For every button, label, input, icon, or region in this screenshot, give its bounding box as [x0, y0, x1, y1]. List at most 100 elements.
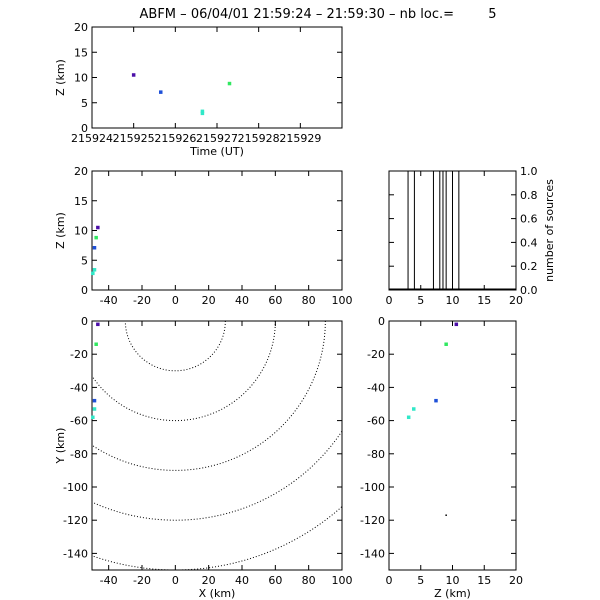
plan_view-panel: -40 -20 0 20 40 60 80 100 0 -20 -40 -60 -80 -100 -120 -…: [54, 315, 353, 600]
height_y-point-2: [434, 398, 438, 403]
time_height-ytick-label-4: 20: [74, 21, 88, 34]
plan_view-ytick-label-2: -40: [70, 381, 88, 394]
plan_view-range-ring-1: [92, 321, 276, 422]
x_height-xtick-label-3: 20: [202, 294, 216, 307]
height_y-xlabel: Z (km): [434, 587, 471, 600]
x_height-ytick-label-3: 15: [74, 195, 88, 208]
title-separator: –: [180, 7, 191, 22]
height_y-frame: [388, 320, 517, 571]
title-prefix: ABFM: [140, 7, 177, 22]
time_height-ytick-label-3: 15: [74, 46, 88, 59]
plan_view-ytick-label-1: -20: [70, 348, 88, 361]
plan_view-xtick-label-3: 20: [202, 574, 216, 587]
x_height-xtick-label-6: 80: [302, 294, 316, 307]
plan_view-xtick-label-1: -20: [133, 574, 151, 587]
plan_view-point-2: [92, 398, 97, 403]
time_height-xlabel: Time (UT): [189, 145, 244, 158]
height_histogram-ytick-label-0: 0.0: [520, 284, 538, 297]
plan_view-ytick-label-3: -60: [70, 415, 88, 428]
height_y-xtick-label-3: 15: [477, 574, 491, 587]
height_histogram-ytick-label-1: 0.2: [520, 260, 538, 273]
height_y-ytick-label-2: -40: [367, 381, 385, 394]
plan_view-ytick-label-6: -120: [63, 514, 88, 527]
plan_view-xtick-label-2: 0: [172, 574, 179, 587]
time_height-ylabel: Z (km): [54, 59, 67, 96]
x_height-panel: -40 -20 0 20 40 60 80 100 0 5 10 15 20 Z (km): [54, 165, 353, 307]
plan_view-point-1: [94, 342, 98, 346]
height_y-point-1: [444, 342, 448, 346]
x_height-point-4: [91, 271, 95, 276]
plan_view-xtick-label-0: -40: [100, 574, 118, 587]
time_height-xtick-label-1: 215925: [113, 132, 155, 145]
height_y-xtick-label-1: 5: [417, 574, 424, 587]
x_height-xtick-label-7: 100: [332, 294, 353, 307]
height_y-point-4: [406, 415, 411, 420]
height_histogram-bar-1: [432, 170, 441, 291]
height_y-ytick-label-0: 0: [378, 315, 385, 328]
plan_view-xtick-label-7: 100: [332, 574, 353, 587]
x_height-ytick-label-2: 10: [74, 225, 88, 238]
time_height-xtick-label-3: 215927: [196, 132, 238, 145]
x_height-point-1: [92, 246, 97, 250]
time_height-point-0: [131, 73, 136, 77]
x_height-ylabel: Z (km): [54, 212, 67, 249]
height_histogram-xtick-label-1: 5: [417, 294, 424, 307]
plan_view-ytick-label-5: -100: [63, 481, 88, 494]
time_height-xtick-label-5: 215929: [279, 132, 321, 145]
title-date: 06/04/01: [191, 7, 249, 22]
title-count-label: nb loc.=: [400, 7, 454, 22]
height_histogram-ytick-label-4: 0.8: [520, 189, 538, 202]
time_height-point-2: [200, 109, 205, 114]
figure-title: ABFM – 06/04/01 21:59:24 – 21:59:30 – nb…: [140, 7, 497, 22]
height_histogram-ytick-label-3: 0.6: [520, 213, 538, 226]
height_y-ytick-label-3: -60: [367, 415, 385, 428]
time_height-point-1: [159, 90, 163, 94]
plan_view-ylabel: Y (km): [54, 428, 67, 465]
height_histogram-xtick-label-0: 0: [386, 294, 393, 307]
x_height-point-0: [96, 225, 100, 230]
height_histogram-ytick-label-2: 0.4: [520, 236, 538, 249]
height_y-ytick-label-7: -140: [360, 547, 385, 560]
height_y-xtick-label-2: 10: [446, 574, 460, 587]
time_height-point-3: [200, 111, 205, 116]
height_y-point-5: [445, 514, 447, 516]
time_height-ytick-label-1: 5: [81, 97, 88, 110]
height_histogram-ytick-label-5: 1.0: [520, 165, 538, 178]
time_height-xtick-label-4: 215928: [238, 132, 280, 145]
height_histogram-xtick-label-3: 15: [477, 294, 491, 307]
plan_view-xlabel: X (km): [199, 587, 236, 600]
title-time-range: 21:59:24 – 21:59:30: [253, 7, 385, 22]
plan_view-point-4: [91, 415, 95, 420]
x_height-ytick-label-4: 20: [74, 165, 88, 178]
plan_view-ytick-label-0: 0: [81, 315, 88, 328]
x_height-frame: [91, 170, 343, 291]
time_height-frame: [91, 26, 343, 129]
plan_view-point-0: [96, 322, 100, 327]
x_height-xtick-label-4: 40: [235, 294, 249, 307]
x_height-point-3: [92, 268, 97, 272]
height_histogram-xtick-label-2: 10: [446, 294, 460, 307]
plan_view-xtick-label-4: 40: [235, 574, 249, 587]
time_height-ytick-label-2: 10: [74, 72, 88, 85]
height_y-point-0: [454, 322, 459, 327]
x_height-ytick-label-0: 0: [81, 284, 88, 297]
x_height-xtick-label-2: 0: [172, 294, 179, 307]
height_y-panel: 0 5 10 15 20 0 -20 -40 -60 -80 -100 -120 -140 Z (km): [360, 315, 523, 600]
time_height-point-4: [227, 81, 232, 86]
x_height-xtick-label-5: 60: [268, 294, 282, 307]
plan_view-point-3: [92, 407, 97, 411]
x_height-xtick-label-1: -20: [133, 294, 151, 307]
height_y-ytick-label-4: -80: [367, 448, 385, 461]
height_y-ytick-label-6: -120: [360, 514, 385, 527]
time_height-ytick-label-0: 0: [81, 122, 88, 135]
title-count: 5: [488, 7, 496, 22]
plan_view-ytick-label-7: -140: [63, 547, 88, 560]
time_height-panel: 215924 215925 215926 215927 215928 215929 0 5 10…: [54, 21, 343, 158]
plan_view-xtick-label-6: 80: [302, 574, 316, 587]
height_histogram-panel: 0 5 10 15 200.0 0.2 0.4 0.6 0.8 1.0 number of sour…: [386, 165, 557, 307]
height_histogram-bar-0: [407, 170, 415, 291]
plan_view-xtick-label-5: 60: [268, 574, 282, 587]
title-separator-2: –: [389, 7, 400, 22]
height_y-ytick-label-5: -100: [360, 481, 385, 494]
